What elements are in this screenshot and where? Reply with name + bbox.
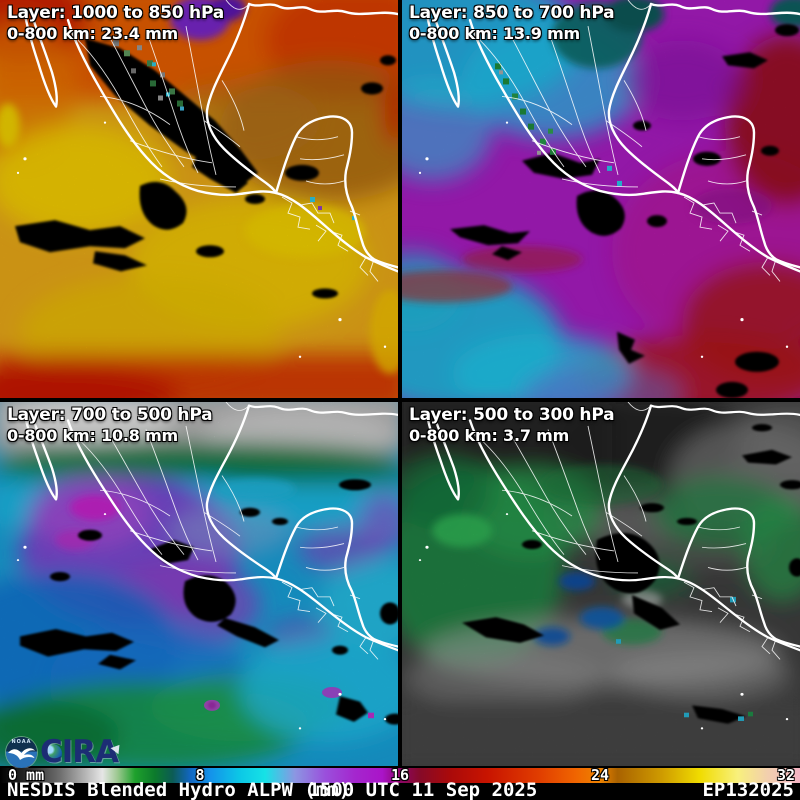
- panel-header: Layer: 500 to 300 hPa 0-800 km: 3.7 mm: [409, 405, 615, 445]
- path-value-label: 0-800 km: 23.4 mm: [7, 23, 179, 43]
- panel-header: Layer: 700 to 500 hPa 0-800 km: 10.8 mm: [7, 405, 213, 445]
- layer-label: Layer: 500 to 300 hPa: [409, 405, 615, 425]
- cira-logo: CIRA: [40, 734, 132, 770]
- panel-500-300: Layer: 500 to 300 hPa 0-800 km: 3.7 mm: [402, 402, 800, 766]
- noaa-seagull-icon: [8, 748, 35, 760]
- layer-label: Layer: 700 to 500 hPa: [7, 405, 213, 425]
- path-value-label: 0-800 km: 13.9 mm: [409, 23, 581, 43]
- panel-header: Layer: 850 to 700 hPa 0-800 km: 13.9 mm: [409, 3, 615, 43]
- colorbar-tick-8: 8: [195, 766, 205, 784]
- satellite-image-700-500: [0, 402, 398, 766]
- colorbar-tick-16: 16: [390, 766, 410, 784]
- layer-label: Layer: 850 to 700 hPa: [409, 3, 615, 23]
- noaa-logo-icon: NOAA: [6, 737, 37, 768]
- colorbar-tick-0mm: 0 mm: [8, 766, 45, 784]
- footer-bar: NESDIS Blended Hydro ALPW (mm) 1500 UTC …: [0, 779, 800, 800]
- product-name-label: NESDIS Blended Hydro ALPW (mm): [7, 779, 351, 800]
- panel-header: Layer: 1000 to 850 hPa 0-800 km: 23.4 mm: [7, 3, 224, 43]
- path-value-label: 0-800 km: 3.7 mm: [409, 425, 570, 445]
- satellite-image-500-300: [402, 402, 800, 766]
- noaa-logo-text: NOAA: [11, 739, 32, 745]
- satellite-image-1000-850: [0, 0, 398, 398]
- valid-time-label: 1500 UTC 11 Sep 2025: [308, 779, 538, 800]
- colorbar-tick-32: 32: [776, 766, 795, 784]
- panel-700-500: Layer: 700 to 500 hPa 0-800 km: 10.8 mm: [0, 402, 398, 766]
- cira-globe-icon: [43, 744, 62, 763]
- alpw-color-scale: 0 mm 8 16 24 32: [0, 766, 800, 784]
- colorbar-tick-24: 24: [590, 766, 610, 784]
- panel-850-700: Layer: 850 to 700 hPa 0-800 km: 13.9 mm: [402, 0, 800, 398]
- storm-id-label: EP132025: [702, 779, 794, 800]
- agency-logos: NOAA CIRA: [4, 734, 134, 770]
- panel-1000-850: Layer: 1000 to 850 hPa 0-800 km: 23.4 mm: [0, 0, 398, 398]
- layer-label: Layer: 1000 to 850 hPa: [7, 3, 225, 23]
- satellite-image-850-700: [402, 0, 800, 398]
- path-value-label: 0-800 km: 10.8 mm: [7, 425, 179, 445]
- cira-logo-text: CIRA: [40, 734, 119, 770]
